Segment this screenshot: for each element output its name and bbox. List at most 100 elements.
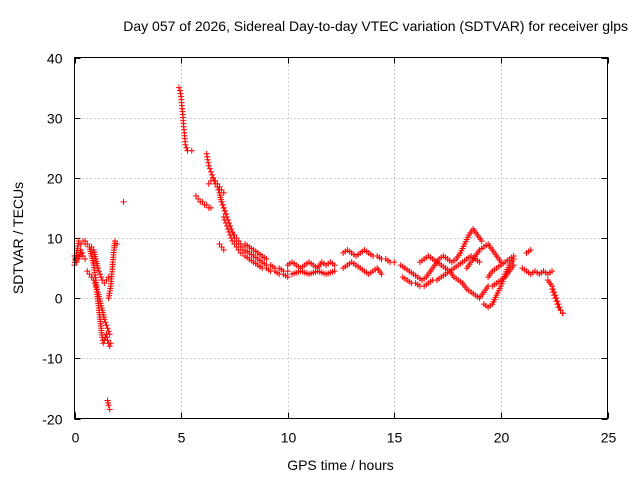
data-points xyxy=(71,84,566,413)
data-point xyxy=(233,235,240,241)
data-point xyxy=(80,253,87,260)
data-point xyxy=(551,292,558,299)
data-point xyxy=(235,238,242,245)
data-point xyxy=(231,241,238,248)
data-point xyxy=(331,262,338,269)
data-point xyxy=(205,162,212,169)
data-point xyxy=(210,174,217,181)
data-point xyxy=(553,298,560,305)
data-point xyxy=(239,244,246,251)
data-point xyxy=(284,274,291,281)
data-point xyxy=(103,322,110,329)
data-point xyxy=(559,310,566,317)
data-point xyxy=(175,84,182,91)
data-point xyxy=(218,244,225,251)
data-point xyxy=(205,159,212,166)
data-point xyxy=(209,171,216,178)
data-point xyxy=(84,268,91,275)
data-point xyxy=(229,238,236,245)
data-point xyxy=(510,262,517,269)
data-point xyxy=(218,186,225,193)
data-point xyxy=(106,331,113,338)
data-point xyxy=(220,189,227,196)
data-point xyxy=(77,247,84,254)
data-point xyxy=(219,201,226,208)
data-point xyxy=(92,283,99,290)
data-point xyxy=(86,271,93,278)
data-point xyxy=(555,304,562,311)
data-point xyxy=(218,198,225,205)
data-point xyxy=(378,271,385,278)
plot-frame xyxy=(74,57,608,419)
data-point xyxy=(476,259,483,266)
data-point xyxy=(104,325,111,332)
data-point xyxy=(239,250,246,257)
data-point xyxy=(216,183,223,190)
data-point xyxy=(88,274,95,281)
data-point xyxy=(90,277,97,284)
data-point xyxy=(100,340,107,347)
data-point xyxy=(549,268,556,275)
data-point xyxy=(105,402,112,409)
data-point xyxy=(391,259,398,266)
data-point xyxy=(222,219,229,226)
data-point xyxy=(557,307,564,314)
data-point xyxy=(177,90,184,97)
data-point xyxy=(221,216,228,223)
data-point xyxy=(199,198,206,205)
data-point xyxy=(216,241,223,248)
data-point xyxy=(220,247,227,254)
data-point xyxy=(91,280,98,287)
data-point xyxy=(221,207,228,214)
axis-ticks: 0 5 10 15 20 25 -20 -10 0 10 20 30 40 xyxy=(42,51,616,446)
x-tick-label: 15 xyxy=(387,430,403,446)
data-point xyxy=(182,141,189,148)
data-point xyxy=(227,231,234,238)
data-point xyxy=(193,192,200,199)
x-tick-label: 25 xyxy=(601,430,617,446)
data-point xyxy=(478,238,485,245)
data-point xyxy=(554,301,561,308)
data-point xyxy=(82,256,89,263)
data-point xyxy=(101,280,108,287)
data-point xyxy=(550,289,557,296)
data-point xyxy=(88,244,95,251)
data-point xyxy=(331,268,338,275)
data-point xyxy=(183,144,190,151)
data-point xyxy=(203,201,210,208)
data-point xyxy=(120,198,127,205)
data-point xyxy=(222,210,229,217)
data-point xyxy=(263,256,270,263)
x-tick-label: 10 xyxy=(281,430,297,446)
data-point xyxy=(205,180,212,187)
data-point xyxy=(98,274,105,281)
data-point xyxy=(233,244,240,251)
x-tick-label: 20 xyxy=(494,430,510,446)
data-point xyxy=(84,241,91,248)
x-axis-label: GPS time / hours xyxy=(287,457,394,473)
data-point xyxy=(228,235,235,241)
data-point xyxy=(220,204,227,211)
data-point xyxy=(212,177,219,184)
data-point xyxy=(106,406,113,413)
data-point xyxy=(96,268,103,275)
data-point xyxy=(102,319,109,326)
data-point xyxy=(204,153,211,160)
data-point xyxy=(203,150,210,157)
grid-lines xyxy=(74,57,608,419)
data-point xyxy=(97,271,104,278)
y-tick-label: -10 xyxy=(42,351,62,367)
y-tick-label: 30 xyxy=(47,111,63,127)
data-point xyxy=(104,337,111,344)
data-point xyxy=(104,334,111,341)
data-point xyxy=(527,247,534,254)
y-tick-label: 0 xyxy=(55,291,63,307)
data-point xyxy=(106,343,113,350)
data-point xyxy=(103,277,110,284)
y-tick-label: 40 xyxy=(47,51,63,67)
y-tick-label: 20 xyxy=(47,171,63,187)
y-tick-label: -20 xyxy=(42,412,62,428)
data-point xyxy=(549,286,556,293)
y-tick-label: 10 xyxy=(47,231,63,247)
